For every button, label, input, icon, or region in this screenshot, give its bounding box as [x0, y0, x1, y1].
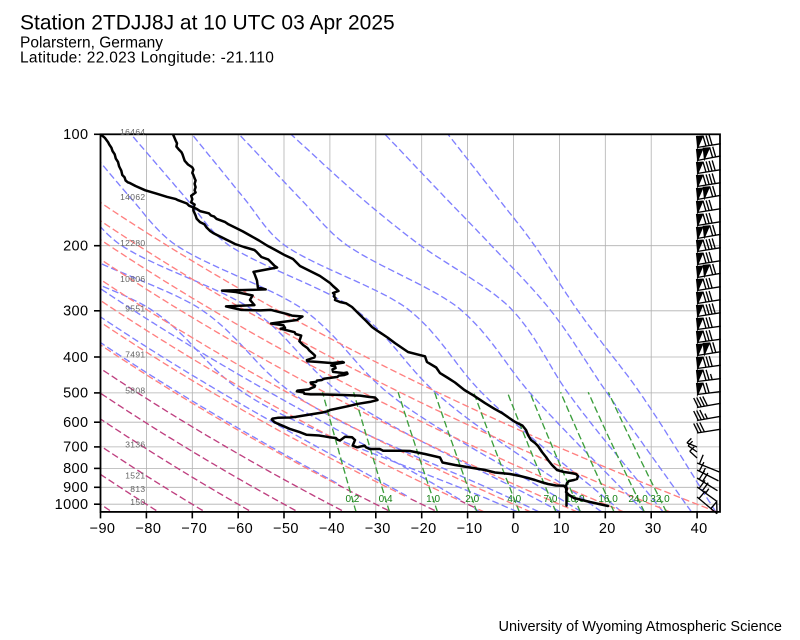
svg-text:24.0: 24.0	[628, 494, 648, 505]
svg-text:0.4: 0.4	[379, 494, 393, 505]
svg-text:−20: −20	[411, 521, 437, 537]
svg-text:9551: 9551	[125, 303, 145, 313]
svg-text:813: 813	[130, 484, 145, 494]
svg-text:40: 40	[691, 521, 708, 537]
svg-text:5808: 5808	[125, 385, 145, 395]
svg-text:500: 500	[63, 386, 88, 402]
svg-text:−80: −80	[136, 521, 162, 537]
svg-text:1000: 1000	[55, 497, 89, 513]
svg-text:3136: 3136	[125, 439, 145, 449]
svg-text:0.2: 0.2	[345, 494, 359, 505]
svg-text:University of Wyoming Atmosphe: University of Wyoming Atmospheric Scienc…	[498, 619, 782, 635]
svg-text:16.0: 16.0	[598, 494, 618, 505]
svg-text:0: 0	[511, 521, 519, 537]
svg-text:Polarstern, Germany: Polarstern, Germany	[20, 35, 163, 52]
svg-text:900: 900	[63, 480, 88, 496]
svg-text:10806: 10806	[120, 274, 145, 284]
svg-text:Latitude: 22.023 Longitude: -2: Latitude: 22.023 Longitude: -21.110	[20, 50, 274, 67]
svg-text:100: 100	[63, 127, 88, 143]
svg-text:7491: 7491	[125, 350, 145, 360]
svg-text:−90: −90	[90, 521, 116, 537]
svg-text:−40: −40	[319, 521, 345, 537]
svg-text:14062: 14062	[120, 192, 145, 202]
svg-text:−60: −60	[227, 521, 253, 537]
svg-text:−50: −50	[273, 521, 299, 537]
svg-text:32.0: 32.0	[650, 494, 670, 505]
svg-text:1.0: 1.0	[426, 494, 440, 505]
svg-text:400: 400	[63, 350, 88, 366]
svg-text:30: 30	[645, 521, 662, 537]
svg-text:4.0: 4.0	[507, 494, 521, 505]
svg-text:Station 2TDJJ8J at 10 UTC 03 A: Station 2TDJJ8J at 10 UTC 03 Apr 2025	[20, 12, 395, 35]
svg-text:10: 10	[553, 521, 570, 537]
svg-text:20: 20	[599, 521, 616, 537]
svg-text:7.0: 7.0	[544, 494, 558, 505]
svg-text:16464: 16464	[120, 127, 145, 137]
svg-text:−70: −70	[181, 521, 207, 537]
svg-text:−30: −30	[365, 521, 391, 537]
svg-text:700: 700	[63, 440, 88, 456]
svg-text:300: 300	[63, 304, 88, 320]
svg-text:1521: 1521	[125, 471, 145, 481]
svg-text:2.0: 2.0	[465, 494, 479, 505]
svg-text:600: 600	[63, 415, 88, 431]
svg-text:150: 150	[130, 497, 145, 507]
svg-text:−10: −10	[457, 521, 483, 537]
svg-text:200: 200	[63, 239, 88, 255]
svg-text:800: 800	[63, 461, 88, 477]
svg-text:12280: 12280	[120, 238, 145, 248]
